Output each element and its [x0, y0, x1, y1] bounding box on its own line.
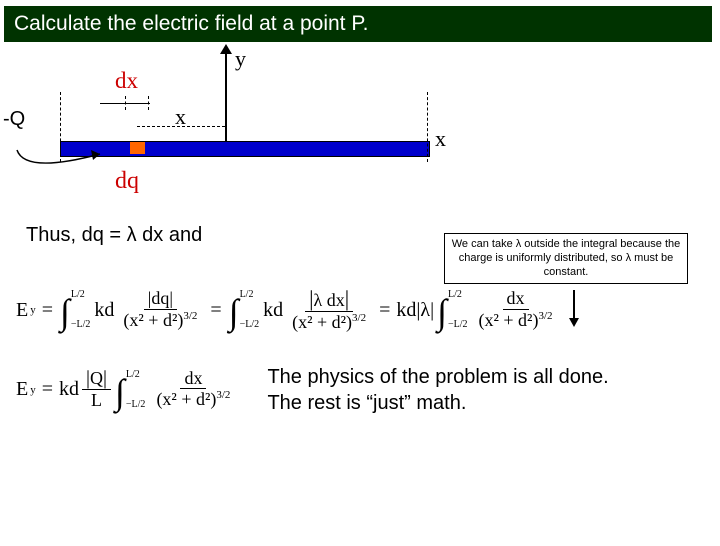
- dx-tick-left: [125, 96, 126, 110]
- diagram: y x dx x -Q dq: [0, 46, 720, 216]
- charged-rod: [60, 141, 430, 157]
- equation-1: Ey = ∫L/2−L/2 kd |dq|(x² + d²)3/2 = ∫L/2…: [16, 287, 720, 334]
- dq-label: dq: [115, 168, 139, 195]
- note-arrow-head: [569, 318, 579, 327]
- dx-tick-right: [148, 96, 149, 110]
- y-axis-arrow: [220, 44, 232, 54]
- y-axis-line: [225, 46, 227, 141]
- q-arrow: [15, 148, 102, 178]
- x-axis-label: x: [435, 126, 446, 152]
- dq-segment: [130, 142, 145, 154]
- note-arrow-line: [573, 290, 575, 320]
- y-axis-label: y: [235, 46, 246, 72]
- equation-2: Ey = kd |Q|L ∫L/2−L/2 dx(x² + d²)3/2: [16, 367, 237, 412]
- slide-title: Calculate the electric field at a point …: [4, 6, 712, 42]
- lambda-note-box: We can take λ outside the integral becau…: [444, 233, 688, 284]
- rod-right-boundary: [427, 92, 428, 162]
- x-distance-label: x: [175, 104, 186, 130]
- dx-label: dx: [115, 68, 138, 94]
- minus-q-label: -Q: [3, 108, 25, 131]
- physics-done-text: The physics of the problem is all done. …: [267, 364, 627, 416]
